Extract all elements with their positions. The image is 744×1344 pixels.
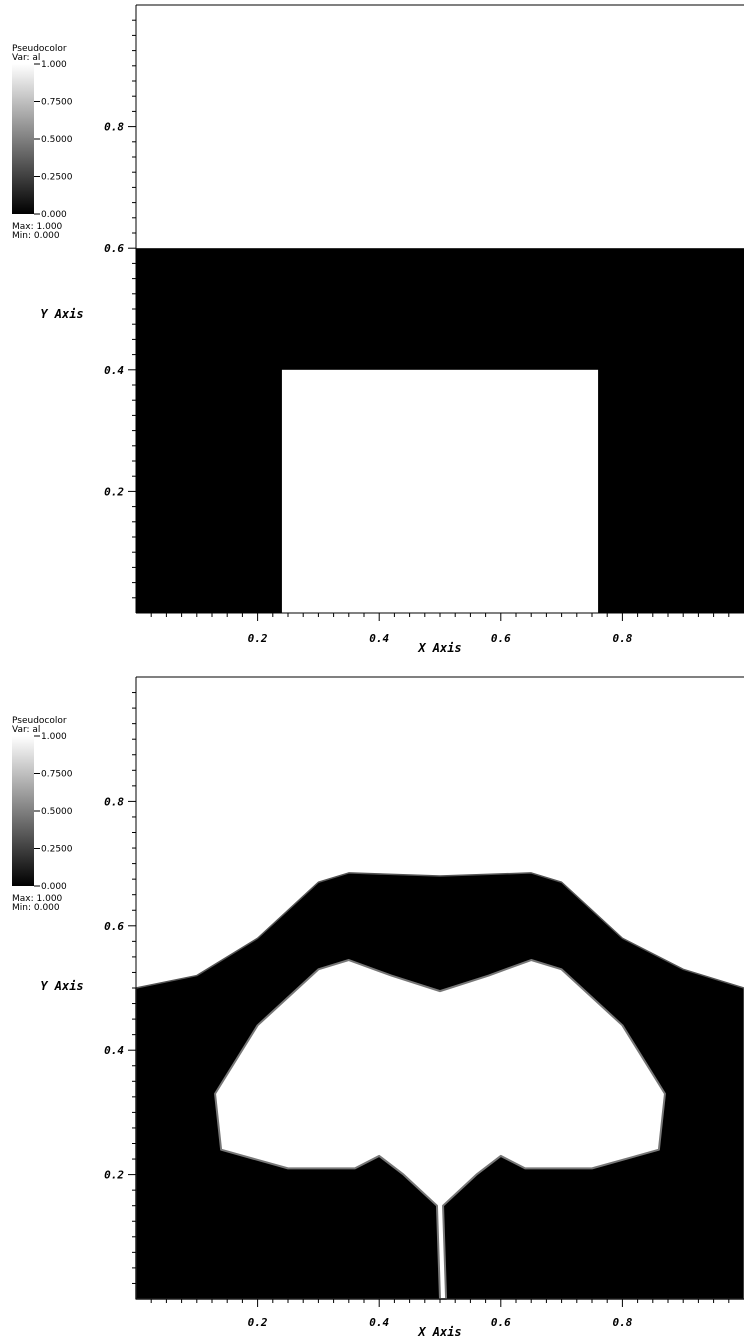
x-tick-label: 0.4: [369, 632, 389, 645]
y-axis: 0.2 0.4 0.6 0.8 Y Axis: [40, 5, 137, 613]
legend-colorbar: [12, 736, 34, 886]
field-region-2: [281, 369, 599, 613]
x-axis: 0.2 0.4 0.6 0.8 X Axis: [136, 612, 744, 655]
y-tick-label: 0.8: [104, 795, 124, 808]
y-tick-label: 0.6: [104, 242, 124, 255]
plot-svg-top: 0.20.40.60.8 Y Axis 0.2 0.4 0.6 0.8 X Axis …: [12, 4, 744, 655]
legend-level-label: 1.000: [41, 732, 67, 742]
y-tick-label: 0.4: [104, 1044, 124, 1057]
legend-title: Pseudocolor: [12, 716, 67, 726]
legend-level-label: 1.000: [41, 60, 67, 70]
y-tick-label: 0.2: [104, 485, 124, 498]
y-axis-title: Y Axis: [40, 307, 83, 321]
legend-level-label: 0.7500: [41, 770, 73, 780]
legend-var: Var: al: [12, 53, 40, 63]
plot-svg-bottom: 0.20.40.60.8 Y Axis 0.2 0.4 0.6 0.8 X Axis …: [12, 676, 744, 1339]
x-tick-label: 0.2: [248, 1316, 268, 1329]
field-region-0: [136, 5, 744, 249]
x-tick-label: 0.8: [612, 1316, 632, 1329]
legend-max: Max: 1.000: [12, 222, 63, 232]
x-tick-label: 0.6: [491, 1316, 511, 1329]
legend-min: Min: 0.000: [12, 903, 60, 913]
pseudocolor-plot-evolved: 0.2 0.4 0.6 0.8 Y Axis 0.2 0.4 0.6 0.8 X Axis …: [0, 672, 744, 1344]
x-axis: 0.2 0.4 0.6 0.8 X Axis: [136, 1298, 744, 1339]
legend-max: Max: 1.000: [12, 894, 63, 904]
y-tick-label: 0.8: [104, 121, 124, 134]
x-tick-label: 0.8: [612, 632, 632, 645]
legend-level-label: 0.5000: [41, 807, 73, 817]
legend-title: Pseudocolor: [12, 44, 67, 54]
legend-colorbar: [12, 64, 34, 214]
legend-var: Var: al: [12, 725, 40, 735]
pseudocolor-plot-initial: 0.2 0.4 0.6 0.8 Y Axis 0.2 0.4 0.6 0.8 X Axis …: [12, 4, 744, 655]
x-tick-label: 0.2: [248, 632, 268, 645]
y-tick-label: 0.2: [104, 1169, 124, 1182]
y-axis-title: Y Axis: [40, 979, 83, 993]
legend-level-label: 0.7500: [41, 98, 73, 108]
y-tick-label: 0.4: [104, 364, 124, 377]
x-axis-title: X Axis: [417, 641, 461, 655]
x-tick-label: 0.4: [369, 1316, 389, 1329]
y-axis: 0.2 0.4 0.6 0.8 Y Axis: [40, 677, 137, 1299]
legend-level-label: 0.2500: [41, 173, 73, 183]
plot-area: [136, 4, 744, 613]
y-tick-label: 0.6: [104, 920, 124, 933]
color-legend: Pseudocolor Var: al 1.000 0.7500 0.5000 0.2…: [12, 716, 73, 913]
light-fluid-bubble: [214, 959, 666, 1300]
legend-level-label: 0.000: [41, 210, 67, 220]
legend-min: Min: 0.000: [12, 231, 60, 241]
x-axis-title: X Axis: [417, 1325, 461, 1339]
legend-level-label: 0.5000: [41, 135, 73, 145]
plot-area: [135, 676, 744, 1300]
color-legend: Pseudocolor Var: al 1.000 0.7500 0.5000 0.2…: [12, 44, 73, 241]
legend-level-label: 0.000: [41, 882, 67, 892]
legend-level-label: 0.2500: [41, 845, 73, 855]
x-tick-label: 0.6: [491, 632, 511, 645]
